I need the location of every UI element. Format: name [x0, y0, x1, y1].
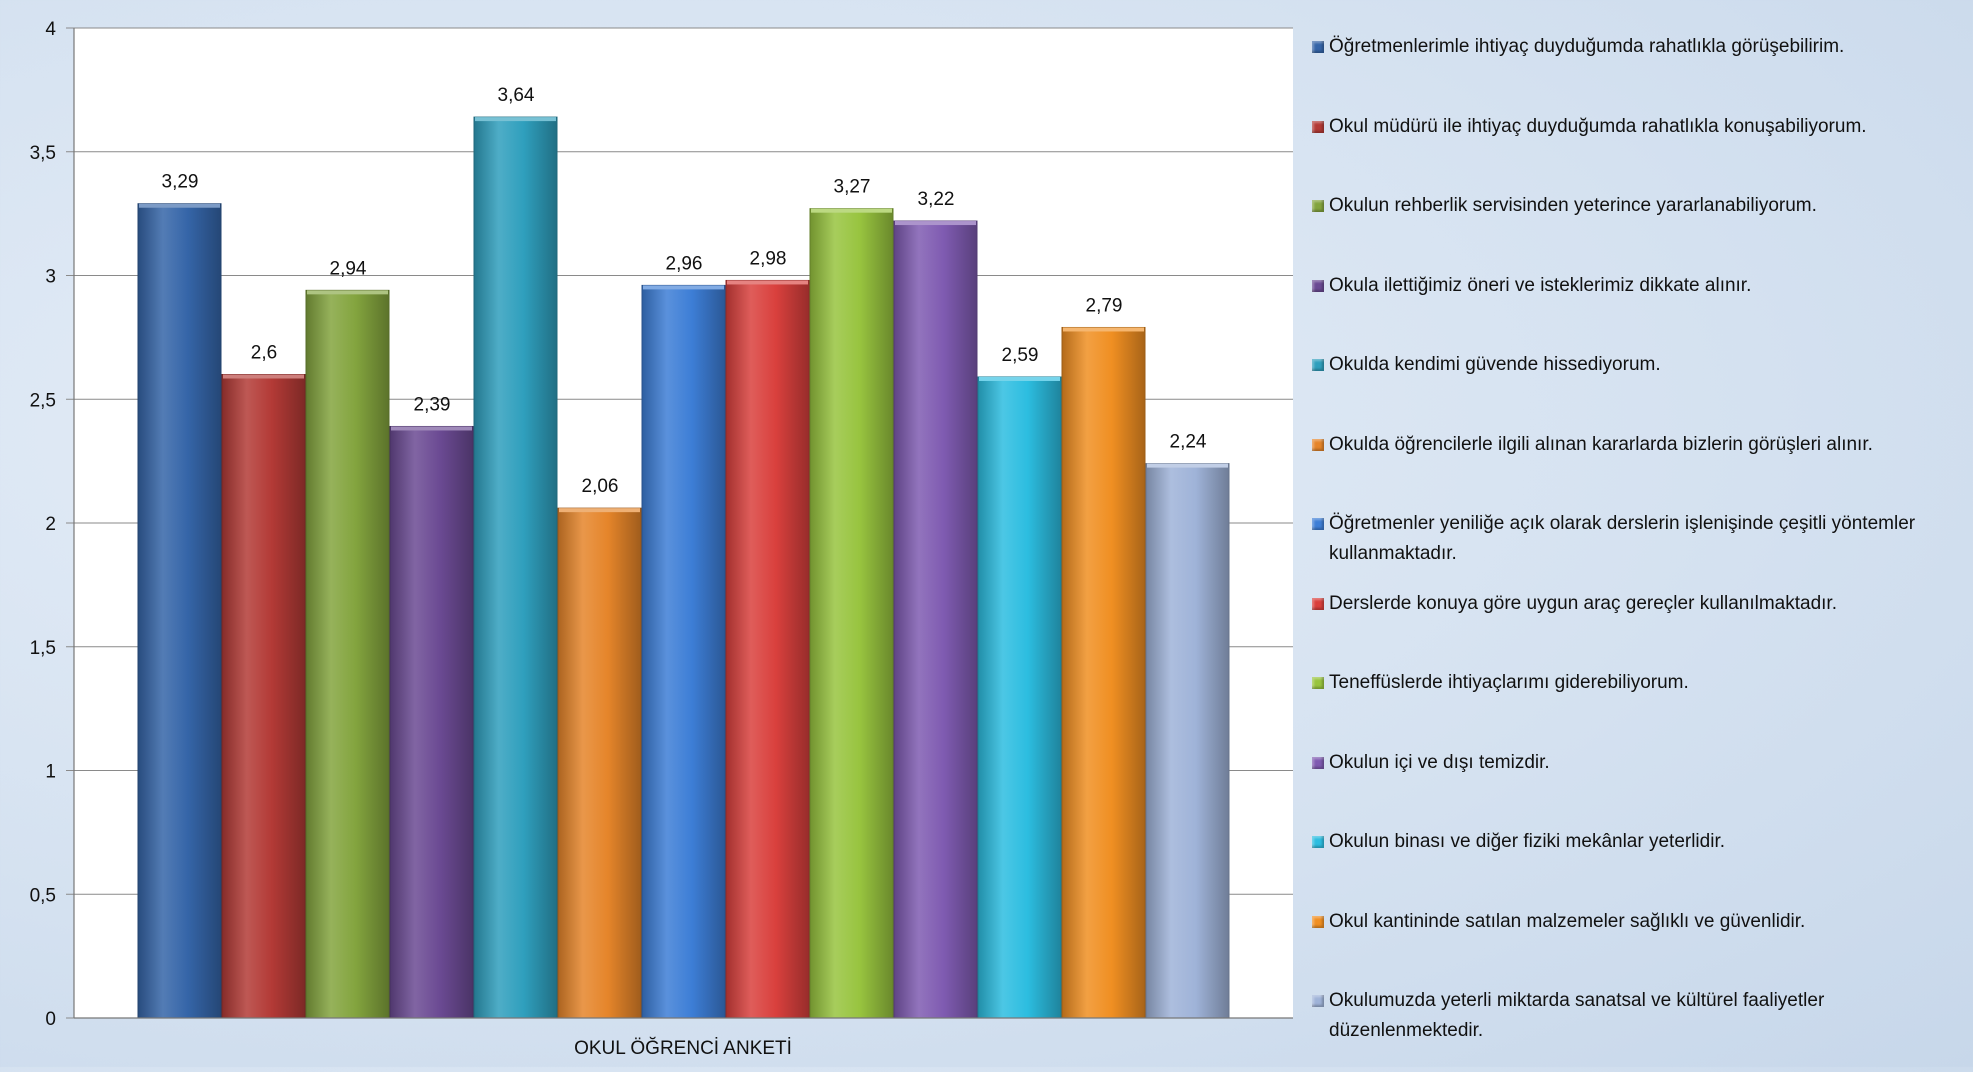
data-label: 3,64 — [498, 85, 535, 106]
bar — [1145, 463, 1230, 1019]
bar — [725, 279, 810, 1019]
legend-label: Okulun rehberlik servisinden yeterince y… — [1329, 195, 1817, 216]
bar — [557, 507, 642, 1019]
legend-swatch — [1312, 995, 1324, 1007]
legend-swatch — [1312, 200, 1324, 212]
bar — [977, 376, 1062, 1019]
legend-label: Derslerde konuya göre uygun araç gereçle… — [1329, 592, 1837, 614]
legend-swatch — [1312, 915, 1324, 928]
bar — [893, 220, 978, 1019]
bar-highlight — [1063, 327, 1144, 332]
legend-swatch — [1312, 597, 1324, 610]
data-label: 2,24 — [1170, 432, 1207, 453]
y-tick-label: 0,5 — [30, 885, 56, 906]
data-label: 3,27 — [834, 177, 871, 198]
bar — [641, 284, 726, 1019]
bar-highlight — [559, 508, 640, 513]
legend-item: Öğretmenlerimle ihtiyaç duyduğumda rahat… — [1312, 32, 1962, 62]
bar — [809, 208, 894, 1019]
y-tick-label: 1,5 — [30, 638, 56, 659]
legend-label: Okul kantininde satılan malzemeler sağlı… — [1329, 910, 1806, 932]
bars — [137, 116, 1230, 1019]
y-tick-label: 3 — [45, 267, 56, 288]
y-tick-label: 2,5 — [30, 390, 56, 411]
y-tick-label: 1 — [45, 762, 56, 783]
legend-label: Öğretmenlerimle ihtiyaç duyduğumda rahat… — [1329, 36, 1845, 57]
legend-swatch — [1312, 359, 1324, 371]
legend-item: Teneffüslerde ihtiyaçlarımı giderebiliyo… — [1312, 668, 1962, 698]
legend: Öğretmenlerimle ihtiyaç duyduğumda rahat… — [1312, 22, 1962, 1062]
legend-label: Okula ilettiğimiz öneri ve isteklerimiz … — [1329, 274, 1752, 296]
bar-highlight — [139, 203, 220, 208]
data-label: 2,94 — [330, 258, 367, 279]
bar — [389, 425, 474, 1019]
legend-swatch — [1312, 279, 1324, 292]
legend-item: Okula ilettiğimiz öneri ve isteklerimiz … — [1312, 271, 1962, 301]
data-label: 2,98 — [750, 248, 787, 269]
legend-item: Okulda kendimi güvende hissediyorum. — [1312, 350, 1962, 380]
y-tick-label: 3,5 — [30, 143, 56, 164]
bar-highlight — [979, 376, 1060, 381]
y-tick-label: 2 — [45, 514, 56, 535]
legend-label: Okulumuzda yeterli miktarda sanatsal ve … — [1329, 990, 1825, 1041]
bar-highlight — [223, 374, 304, 379]
x-axis-label: OKUL ÖĞRENCİ ANKETİ — [574, 1037, 792, 1059]
legend-item: Okulun binası ve diğer fiziki mekânlar y… — [1312, 827, 1962, 857]
legend-label: Öğretmenler yeniliğe açık olarak dersler… — [1329, 513, 1916, 564]
legend-swatch — [1312, 677, 1324, 689]
bar-highlight — [1147, 463, 1228, 468]
legend-swatch — [1312, 120, 1324, 133]
data-label: 2,79 — [1086, 295, 1123, 316]
bar — [1061, 326, 1146, 1019]
bar — [221, 374, 306, 1019]
bar — [305, 289, 390, 1019]
legend-label: Teneffüslerde ihtiyaçlarımı giderebiliyo… — [1329, 672, 1689, 693]
legend-item: Okul müdürü ile ihtiyaç duyduğumda rahat… — [1312, 112, 1962, 142]
legend-item: Okul kantininde satılan malzemeler sağlı… — [1312, 907, 1962, 937]
legend-item: Okulun içi ve dışı temizdir. — [1312, 748, 1962, 778]
legend-item: Öğretmenler yeniliğe açık olarak dersler… — [1312, 509, 1962, 569]
data-labels: 3,29 2,6 2,94 2,39 3,64 2,06 2,96 2,98 3,27 3,22 2… — [162, 85, 1207, 497]
legend-swatch — [1312, 438, 1324, 451]
legend-item: Derslerde konuya göre uygun araç gereçle… — [1312, 589, 1962, 619]
bar — [473, 116, 558, 1019]
bar — [137, 203, 222, 1019]
legend-item: Okulda öğrencilerle ilgili alınan kararl… — [1312, 430, 1962, 460]
bar-highlight — [307, 290, 388, 295]
data-label: 2,59 — [1002, 345, 1039, 366]
legend-swatch — [1312, 756, 1324, 769]
data-label: 2,06 — [582, 476, 619, 497]
y-tick-label: 0 — [45, 1009, 56, 1030]
data-label: 2,96 — [666, 253, 703, 274]
y-axis: 0 0,5 1 1,5 2 2,5 3 3,5 4 — [30, 19, 1293, 1030]
legend-label: Okulda kendimi güvende hissediyorum. — [1329, 354, 1661, 375]
bar-highlight — [895, 221, 976, 226]
bar-highlight — [811, 208, 892, 213]
legend-item: Okulumuzda yeterli miktarda sanatsal ve … — [1312, 986, 1962, 1046]
y-tick-label: 4 — [45, 19, 56, 40]
legend-label: Okulda öğrencilerle ilgili alınan kararl… — [1329, 433, 1873, 455]
legend-label: Okulun binası ve diğer fiziki mekânlar y… — [1329, 831, 1726, 852]
data-label: 2,6 — [251, 343, 277, 364]
data-label: 3,22 — [918, 189, 955, 210]
legend-label: Okul müdürü ile ihtiyaç duyduğumda rahat… — [1329, 115, 1867, 137]
data-label: 3,29 — [162, 172, 199, 193]
legend-swatch — [1312, 518, 1324, 530]
legend-swatch — [1312, 41, 1324, 53]
bar-highlight — [475, 117, 556, 122]
legend-swatch — [1312, 836, 1324, 848]
legend-label: Okulun içi ve dışı temizdir. — [1329, 751, 1550, 773]
bar-highlight — [391, 426, 472, 431]
data-label: 2,39 — [414, 394, 451, 415]
bar-highlight — [727, 280, 808, 285]
legend-item: Okulun rehberlik servisinden yeterince y… — [1312, 191, 1962, 221]
bar-highlight — [643, 285, 724, 290]
